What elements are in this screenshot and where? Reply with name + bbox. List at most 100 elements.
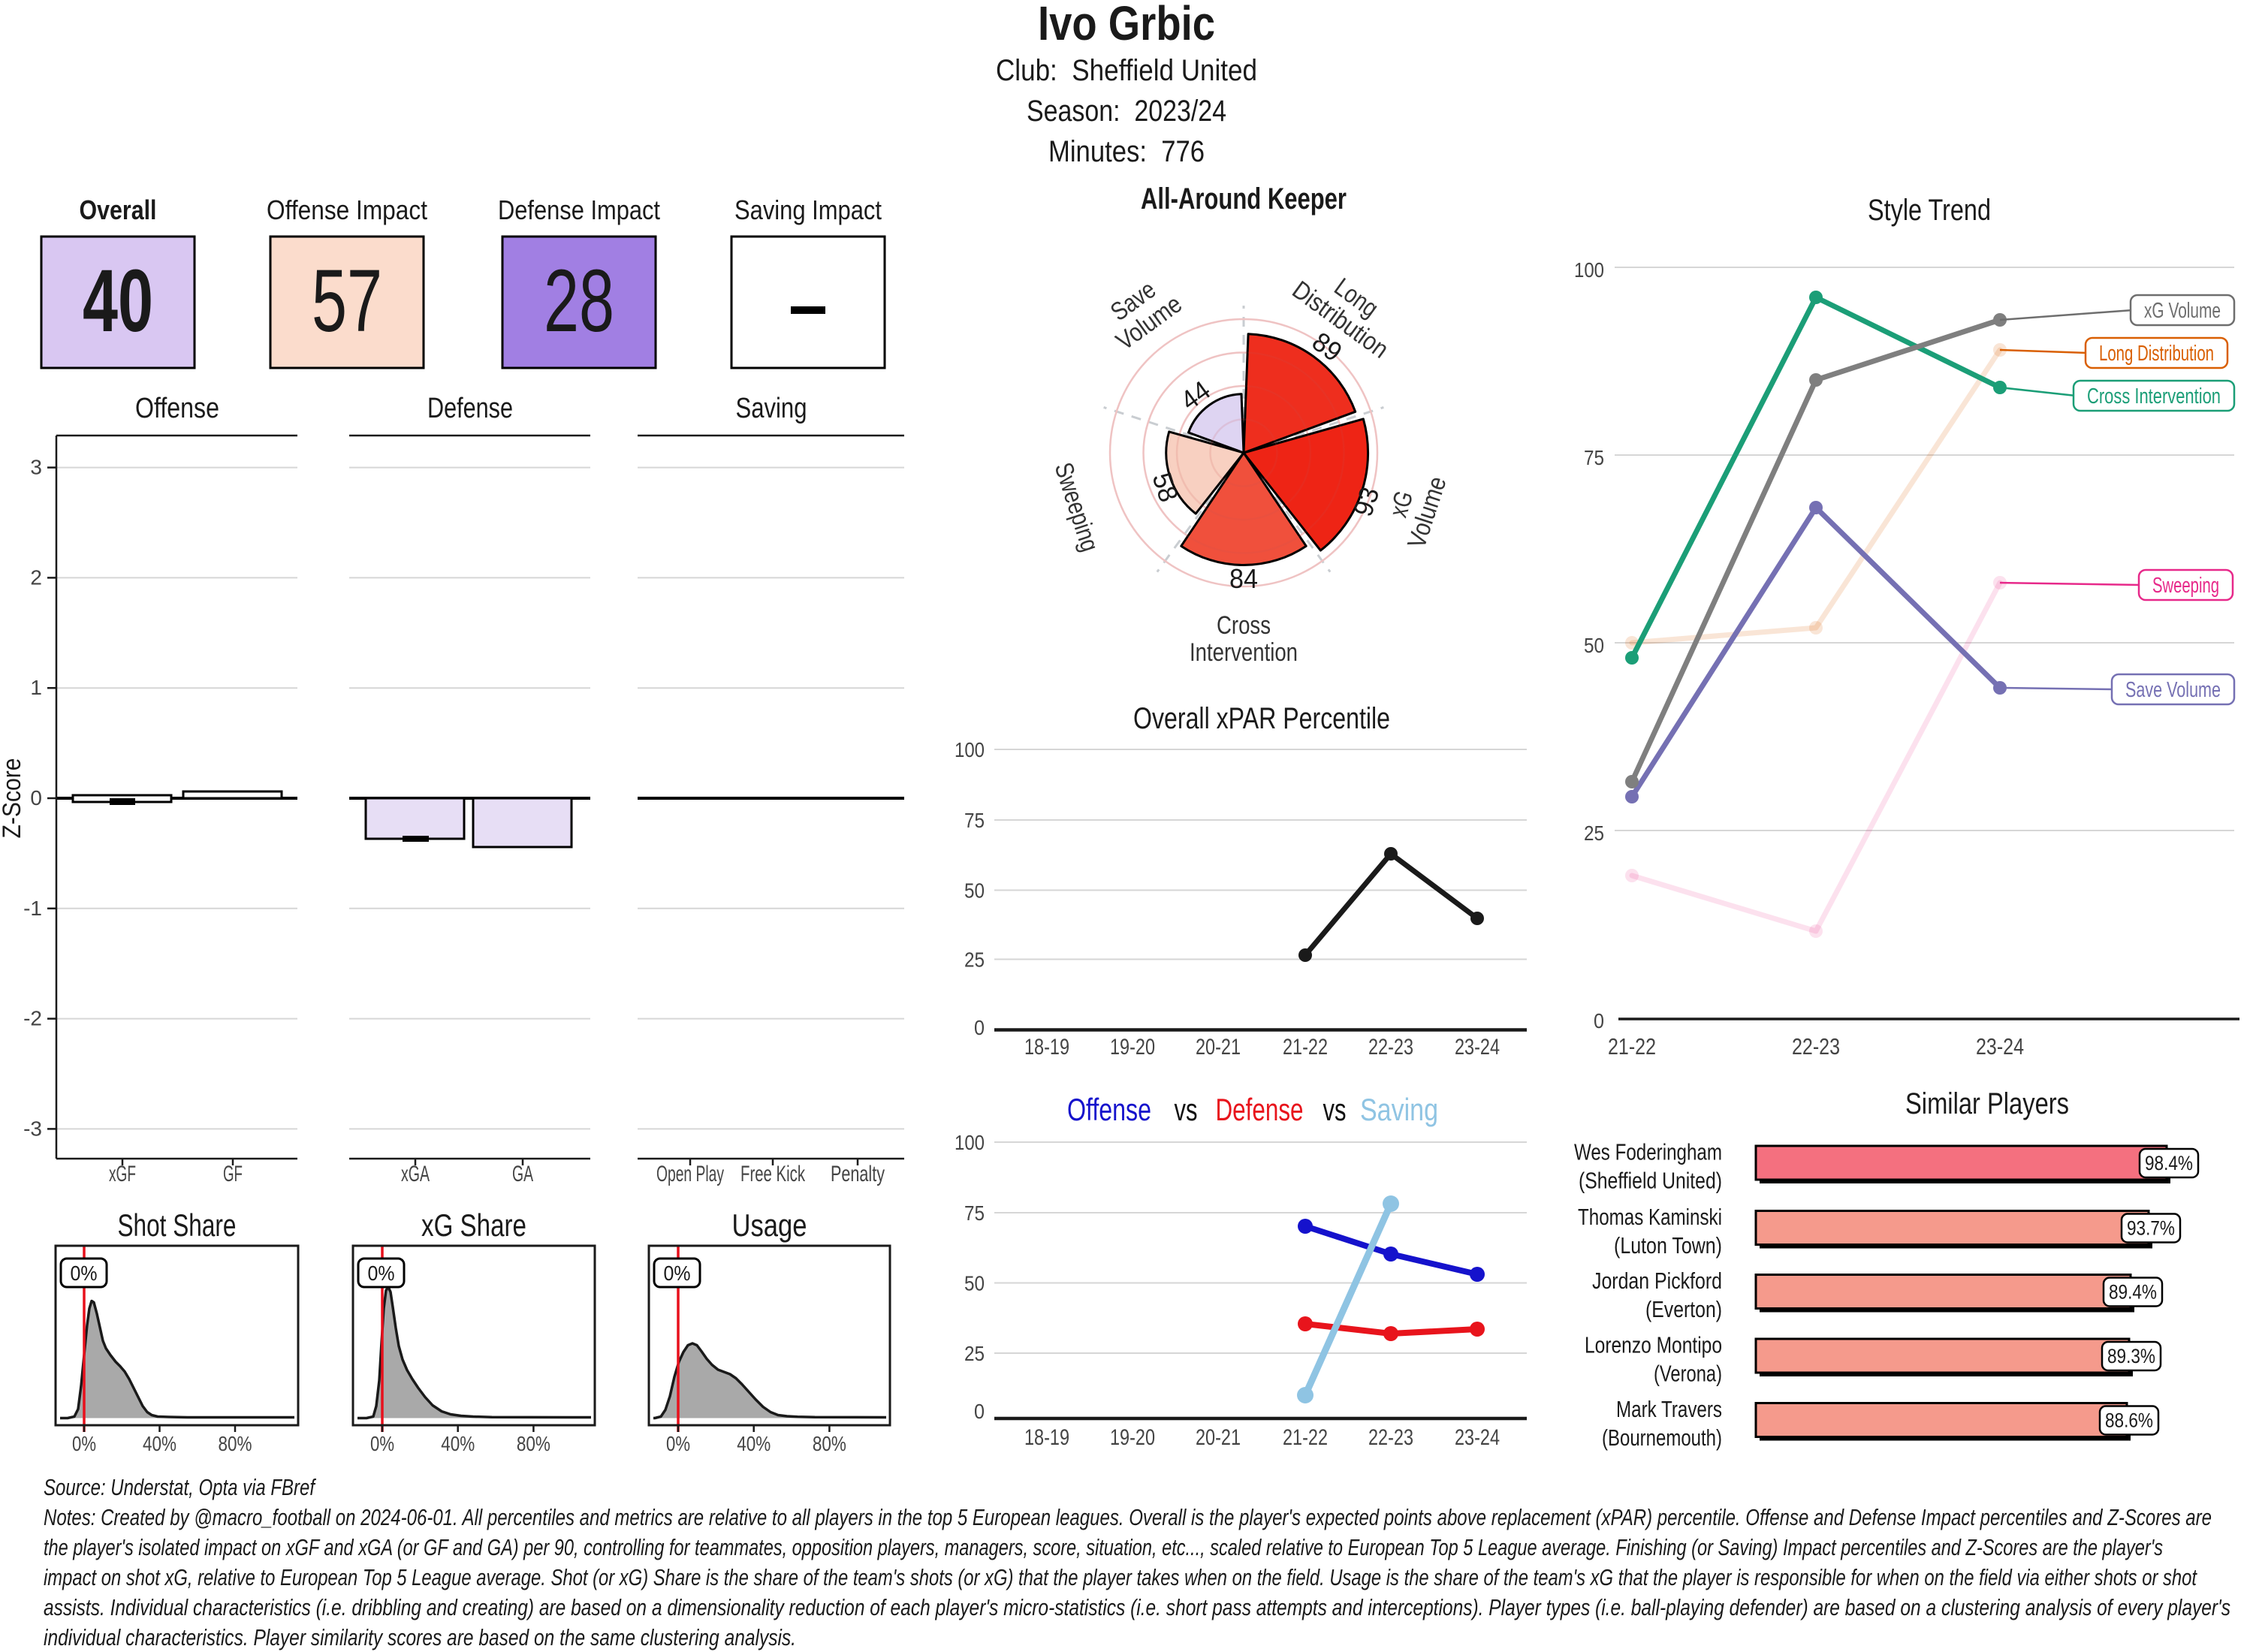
svg-text:98.4%: 98.4% bbox=[2145, 1152, 2193, 1174]
svg-text:21-22: 21-22 bbox=[1608, 1033, 1656, 1060]
svg-text:individual characteristics. Pl: individual characteristics. Player simil… bbox=[44, 1624, 796, 1650]
svg-text:Intervention: Intervention bbox=[1190, 638, 1298, 667]
svg-text:Saving: Saving bbox=[736, 393, 807, 424]
svg-text:(Luton Town): (Luton Town) bbox=[1614, 1232, 1722, 1259]
svg-text:0: 0 bbox=[974, 1016, 985, 1039]
svg-text:assists. Individual characteri: assists. Individual characteristics (i.e… bbox=[44, 1594, 2230, 1620]
svg-text:Lorenzo Montipo: Lorenzo Montipo bbox=[1585, 1332, 1722, 1358]
svg-text:25: 25 bbox=[964, 948, 985, 972]
svg-text:Offense Impact: Offense Impact bbox=[267, 194, 427, 225]
svg-text:22-23: 22-23 bbox=[1792, 1033, 1840, 1060]
svg-text:75: 75 bbox=[1584, 446, 1604, 469]
svg-text:-2: -2 bbox=[23, 1007, 42, 1030]
svg-text:40%: 40% bbox=[737, 1432, 771, 1455]
svg-text:0%: 0% bbox=[666, 1432, 690, 1455]
svg-text:0: 0 bbox=[974, 1400, 985, 1423]
svg-text:2: 2 bbox=[30, 565, 42, 589]
svg-text:xG Volume: xG Volume bbox=[2144, 299, 2221, 323]
svg-text:20-21: 20-21 bbox=[1196, 1035, 1241, 1060]
svg-text:0%: 0% bbox=[72, 1432, 96, 1455]
svg-text:vs: vs bbox=[1175, 1092, 1198, 1127]
svg-text:xGF: xGF bbox=[109, 1162, 136, 1186]
svg-text:20-21: 20-21 bbox=[1196, 1425, 1241, 1450]
svg-text:93.7%: 93.7% bbox=[2127, 1217, 2175, 1240]
svg-text:21-22: 21-22 bbox=[1283, 1425, 1328, 1450]
svg-text:23-24: 23-24 bbox=[1455, 1035, 1500, 1060]
svg-text:75: 75 bbox=[964, 1201, 985, 1225]
svg-text:Mark Travers: Mark Travers bbox=[1616, 1396, 1722, 1422]
svg-text:Penalty: Penalty bbox=[831, 1162, 885, 1186]
svg-text:0%: 0% bbox=[370, 1432, 394, 1455]
svg-text:Sweeping: Sweeping bbox=[2152, 574, 2219, 598]
svg-text:40%: 40% bbox=[143, 1432, 176, 1455]
svg-text:(Verona): (Verona) bbox=[1654, 1361, 1722, 1387]
svg-text:25: 25 bbox=[1584, 821, 1604, 845]
svg-text:Save Volume: Save Volume bbox=[2125, 678, 2221, 702]
svg-text:18-19: 18-19 bbox=[1024, 1035, 1069, 1060]
svg-text:Defense: Defense bbox=[427, 393, 513, 424]
svg-text:40%: 40% bbox=[441, 1432, 475, 1455]
svg-text:0%: 0% bbox=[368, 1262, 395, 1285]
svg-text:(Bournemouth): (Bournemouth) bbox=[1602, 1424, 1722, 1451]
svg-text:80%: 80% bbox=[813, 1432, 846, 1455]
svg-text:89.3%: 89.3% bbox=[2107, 1345, 2155, 1367]
svg-text:Minutes: 776: Minutes: 776 bbox=[1048, 135, 1205, 168]
svg-text:75: 75 bbox=[964, 809, 985, 832]
svg-text:19-20: 19-20 bbox=[1110, 1035, 1155, 1060]
svg-text:Saving Impact: Saving Impact bbox=[734, 194, 882, 225]
svg-text:0: 0 bbox=[30, 786, 42, 809]
svg-text:100: 100 bbox=[955, 738, 985, 761]
svg-text:22-23: 22-23 bbox=[1368, 1035, 1413, 1060]
svg-text:Season: 2023/24: Season: 2023/24 bbox=[1027, 95, 1226, 128]
svg-text:Overall xPAR Percentile: Overall xPAR Percentile bbox=[1133, 702, 1390, 735]
svg-text:Notes: Created by @macro_footb: Notes: Created by @macro_football on 202… bbox=[44, 1504, 2212, 1530]
svg-text:1: 1 bbox=[30, 676, 42, 699]
svg-text:100: 100 bbox=[1574, 258, 1604, 282]
svg-text:GF: GF bbox=[223, 1162, 243, 1186]
svg-text:the player's isolated impact o: the player's isolated impact on xGF and … bbox=[44, 1534, 2163, 1560]
svg-text:88.6%: 88.6% bbox=[2105, 1409, 2153, 1432]
svg-text:Open Play: Open Play bbox=[656, 1162, 724, 1186]
svg-text:0%: 0% bbox=[664, 1262, 691, 1285]
svg-text:Defense Impact: Defense Impact bbox=[498, 194, 660, 225]
svg-text:80%: 80% bbox=[517, 1432, 550, 1455]
svg-text:Wes Foderingham: Wes Foderingham bbox=[1574, 1139, 1722, 1165]
svg-text:18-19: 18-19 bbox=[1024, 1425, 1069, 1450]
svg-text:50: 50 bbox=[964, 879, 985, 903]
svg-text:Similar Players: Similar Players bbox=[1905, 1087, 2069, 1120]
svg-text:-3: -3 bbox=[23, 1117, 42, 1140]
svg-text:Z-Score: Z-Score bbox=[0, 758, 26, 839]
svg-text:(Everton): (Everton) bbox=[1645, 1296, 1722, 1322]
svg-text:Club: Sheffield United: Club: Sheffield United bbox=[996, 54, 1257, 87]
svg-text:Offense: Offense bbox=[135, 393, 219, 424]
svg-text:28: 28 bbox=[544, 252, 614, 351]
svg-text:19-20: 19-20 bbox=[1110, 1425, 1155, 1450]
svg-text:xG Share: xG Share bbox=[421, 1207, 526, 1243]
svg-text:(Sheffield United): (Sheffield United) bbox=[1579, 1168, 1722, 1194]
svg-text:Source: Understat, Opta via FB: Source: Understat, Opta via FBref bbox=[44, 1474, 317, 1500]
svg-text:Saving: Saving bbox=[1360, 1092, 1438, 1127]
svg-text:Cross: Cross bbox=[1217, 611, 1271, 640]
svg-text:Jordan Pickford: Jordan Pickford bbox=[1592, 1268, 1722, 1294]
svg-text:Thomas Kaminski: Thomas Kaminski bbox=[1578, 1204, 1722, 1230]
svg-text:Usage: Usage bbox=[732, 1207, 807, 1243]
svg-text:All-Around Keeper: All-Around Keeper bbox=[1141, 182, 1347, 216]
svg-text:25: 25 bbox=[964, 1342, 985, 1365]
svg-text:23-24: 23-24 bbox=[1455, 1425, 1500, 1450]
svg-text:Free Kick: Free Kick bbox=[740, 1162, 806, 1186]
svg-text:80%: 80% bbox=[219, 1432, 252, 1455]
svg-text:22-23: 22-23 bbox=[1368, 1425, 1413, 1450]
svg-text:57: 57 bbox=[312, 252, 382, 351]
svg-text:-1: -1 bbox=[23, 897, 42, 920]
svg-text:Offense: Offense bbox=[1067, 1092, 1151, 1127]
svg-text:40: 40 bbox=[83, 252, 153, 351]
svg-text:50: 50 bbox=[964, 1272, 985, 1295]
svg-text:0: 0 bbox=[1594, 1009, 1604, 1032]
svg-text:Overall: Overall bbox=[80, 194, 157, 225]
svg-text:Shot Share: Shot Share bbox=[118, 1207, 237, 1243]
svg-text:23-24: 23-24 bbox=[1976, 1033, 2024, 1060]
svg-text:impact on shot xG, relative to: impact on shot xG, relative to European … bbox=[44, 1564, 2197, 1590]
svg-text:89.4%: 89.4% bbox=[2109, 1281, 2157, 1304]
svg-text:Ivo Grbic: Ivo Grbic bbox=[1038, 0, 1215, 50]
svg-text:0%: 0% bbox=[71, 1262, 98, 1285]
